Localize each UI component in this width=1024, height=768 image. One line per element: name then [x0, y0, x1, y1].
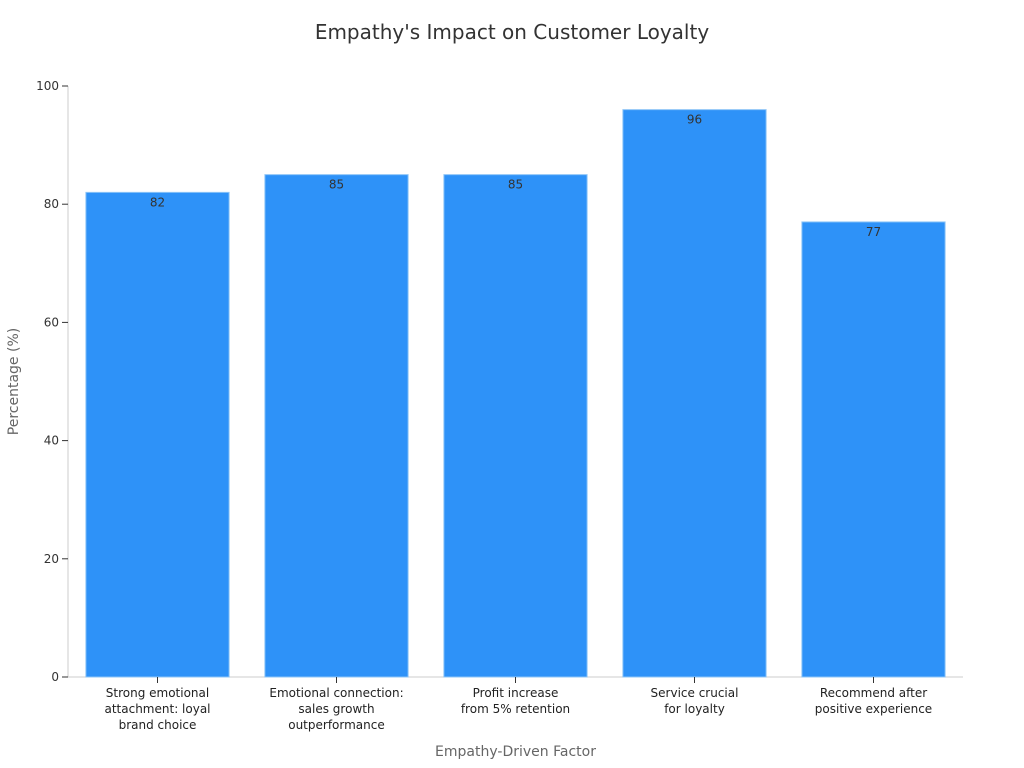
bar [622, 109, 767, 678]
y-tick-label: 20 [44, 552, 59, 566]
y-axis-title: Percentage (%) [6, 328, 22, 435]
bar-value-label: 77 [866, 225, 881, 239]
x-tick-label: Service crucial for loyalty [651, 686, 739, 716]
y-tick-label: 0 [51, 670, 59, 684]
bar-value-label: 82 [150, 195, 165, 209]
bar [443, 174, 588, 678]
x-tick-label: Strong emotional attachment: loyal brand c… [104, 686, 210, 732]
x-axis-title: Empathy-Driven Factor [435, 744, 596, 760]
y-tick-label: 40 [44, 434, 59, 448]
chart-title: Empathy's Impact on Customer Loyalty [314, 20, 710, 44]
y-tick-label: 80 [44, 197, 59, 211]
y-tick-label: 60 [44, 315, 59, 329]
bar-value-label: 85 [508, 178, 523, 192]
bar [85, 191, 230, 678]
x-tick-label: Emotional connection: sales growth outperf… [269, 686, 403, 732]
x-tick-label: Recommend after positive experience [815, 686, 932, 716]
x-tick-label: Profit increase from 5% retention [461, 686, 570, 716]
y-tick-label: 100 [36, 79, 59, 93]
bar [801, 221, 946, 678]
bar-value-label: 85 [329, 178, 344, 192]
bar [264, 174, 409, 678]
bar-value-label: 96 [687, 113, 702, 127]
